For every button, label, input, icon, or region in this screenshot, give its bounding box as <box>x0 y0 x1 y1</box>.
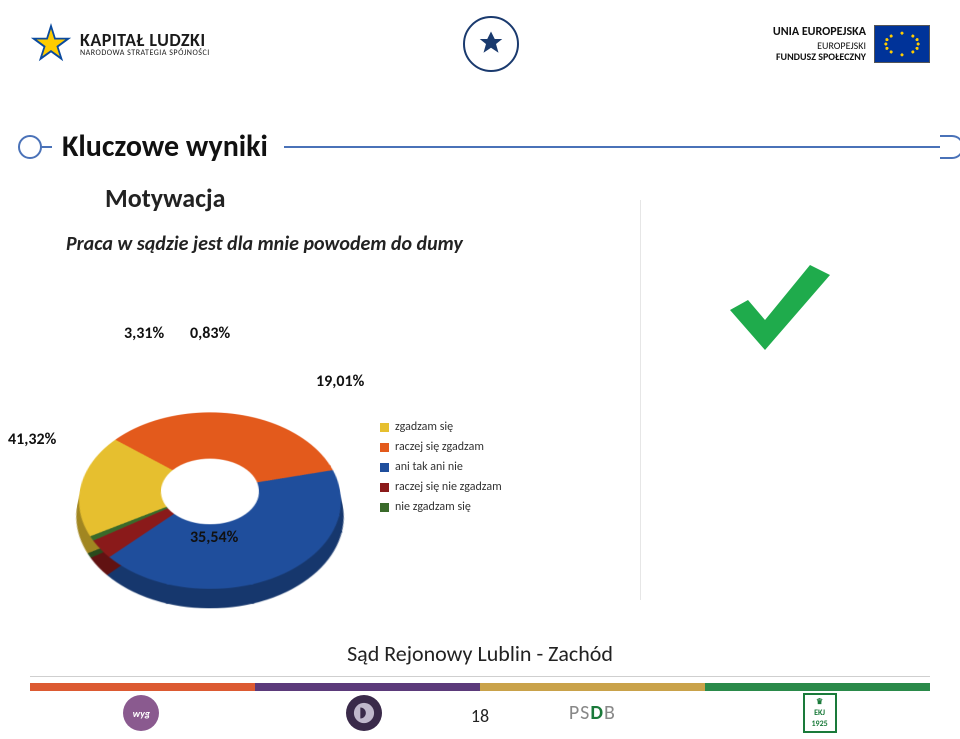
pie-data-label: 3,31% <box>124 324 164 343</box>
vertical-separator <box>640 200 641 600</box>
page-number: 18 <box>0 705 960 727</box>
pie-data-label: 41,32% <box>8 430 56 449</box>
pie-data-label: 19,01% <box>316 372 364 391</box>
legend-item: zgadzam się <box>380 420 502 434</box>
footer-color-bar <box>30 683 930 691</box>
checkmark-icon <box>720 260 840 370</box>
subtitle: Motywacja <box>105 182 225 214</box>
legend-label: nie zgadzam się <box>395 500 471 514</box>
legend-swatch-icon <box>380 503 389 512</box>
logo-kapital-ludzki: KAPITAŁ LUDZKI NARODOWA STRATEGIA SPÓJNO… <box>30 23 210 65</box>
logo-eu: UNIA EUROPEJSKA EUROPEJSKI FUNDUSZ SPOŁE… <box>773 25 930 63</box>
legend-swatch-icon <box>380 463 389 472</box>
kl-subtitle: NARODOWA STRATEGIA SPÓJNOŚCI <box>80 49 210 57</box>
eu-line3: FUNDUSZ SPOŁECZNY <box>773 51 866 62</box>
title-divider <box>284 146 940 148</box>
logo-kssip <box>463 16 519 72</box>
eu-flag-icon <box>874 25 930 63</box>
footer-line <box>30 676 930 677</box>
legend: zgadzam się raczej się zgadzam ani tak ani… <box>380 420 502 520</box>
legend-item: raczej się zgadzam <box>380 440 502 454</box>
title-end-cap-icon <box>940 135 960 159</box>
title-bullet-icon <box>18 135 42 159</box>
legend-swatch-icon <box>380 483 389 492</box>
header: KAPITAŁ LUDZKI NARODOWA STRATEGIA SPÓJNO… <box>0 0 960 88</box>
legend-swatch-icon <box>380 443 389 452</box>
pie-data-label: 0,83% <box>190 324 230 343</box>
legend-item: raczej się nie zgadzam <box>380 480 502 494</box>
pie-data-label: 35,54% <box>190 528 238 547</box>
legend-swatch-icon <box>380 423 389 432</box>
legend-item: nie zgadzam się <box>380 500 502 514</box>
section-title-row: Kluczowe wyniki <box>0 128 960 165</box>
page-title: Kluczowe wyniki <box>62 128 268 165</box>
legend-label: ani tak ani nie <box>395 460 463 474</box>
kl-star-icon <box>30 23 72 65</box>
eu-line1: UNIA EUROPEJSKA <box>773 26 866 39</box>
kssip-badge-icon <box>463 16 519 72</box>
question-text: Praca w sądzie jest dla mnie powodem do … <box>66 232 463 256</box>
kl-title: KAPITAŁ LUDZKI <box>80 31 210 49</box>
legend-label: zgadzam się <box>395 420 453 434</box>
legend-label: raczej się nie zgadzam <box>395 480 502 494</box>
legend-item: ani tak ani nie <box>380 460 502 474</box>
footer-title: Sąd Rejonowy Lublin - Zachód <box>0 640 960 667</box>
legend-label: raczej się zgadzam <box>395 440 484 454</box>
eu-line2: EUROPEJSKI <box>773 40 866 51</box>
pie-chart: 19,01%35,54%41,32%3,31%0,83% zgadzam się… <box>20 300 620 620</box>
